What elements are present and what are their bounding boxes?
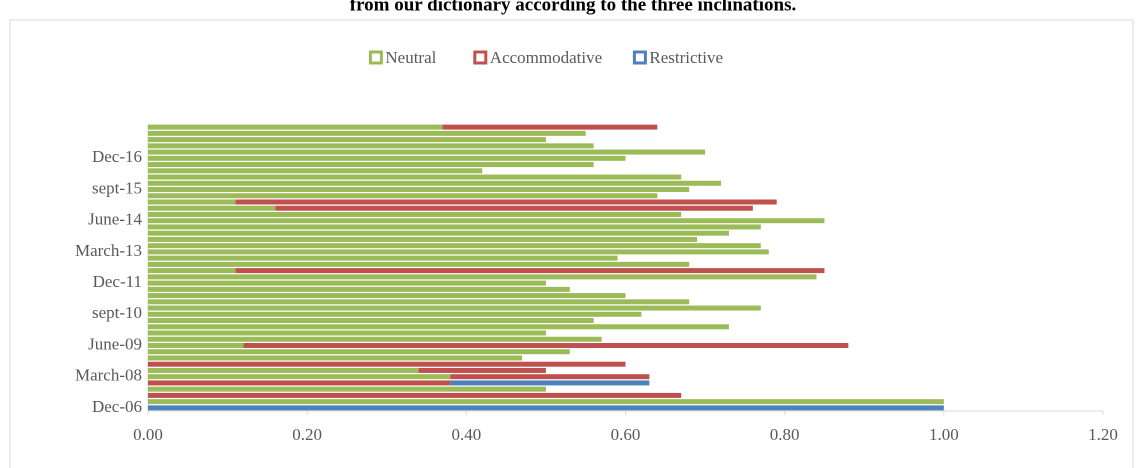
- bar-segment: [148, 392, 682, 398]
- bar-segment: [148, 405, 944, 411]
- x-tick-label: 0.20: [292, 425, 322, 444]
- bar-segment: [148, 367, 419, 373]
- bar-segment: [148, 143, 594, 149]
- y-tick-label: March-13: [75, 241, 142, 260]
- bar-segment: [418, 367, 546, 373]
- y-tick-label: June-09: [88, 334, 142, 353]
- bar-segment: [275, 205, 753, 211]
- bar-segment: [148, 361, 626, 367]
- legend-label: Neutral: [385, 48, 436, 67]
- bar-segment: [148, 274, 817, 280]
- bar-segment: [148, 386, 546, 392]
- bar-segment: [148, 399, 944, 405]
- bar-segment: [148, 193, 658, 199]
- bar-segment: [148, 187, 690, 193]
- bar-segment: [235, 199, 777, 205]
- bar-segment: [148, 380, 451, 386]
- x-tick-label: 1.20: [1088, 425, 1118, 444]
- legend-swatch: [473, 50, 488, 65]
- x-tick-label: 0.60: [611, 425, 641, 444]
- bar-segment: [148, 330, 546, 336]
- bar-segment: [243, 342, 849, 348]
- bar-segment: [148, 286, 570, 292]
- bar-segment: [148, 162, 594, 168]
- legend: Neutral Accommodative Restrictive: [368, 48, 723, 67]
- bar-segment: [148, 174, 682, 180]
- bar-segment: [148, 268, 236, 274]
- bar-segment: [148, 293, 626, 299]
- bar-segment: [148, 180, 721, 186]
- bar-segment: [148, 280, 546, 286]
- bar-segment: [442, 124, 658, 130]
- bar-segment: [148, 149, 706, 155]
- y-tick-label: sept-10: [92, 303, 142, 322]
- bar-segment: [148, 155, 626, 161]
- bar-segment: [148, 336, 602, 342]
- bar-segment: [148, 255, 618, 261]
- bar-segment: [148, 130, 586, 136]
- y-tick-label: Dec-06: [92, 397, 142, 416]
- x-tick-label: 0.00: [133, 425, 163, 444]
- bar-segment: [148, 124, 443, 130]
- bar-segment: [148, 224, 761, 230]
- bar-segment: [450, 380, 650, 386]
- bar-segment: [148, 318, 594, 324]
- legend-swatch: [632, 50, 647, 65]
- x-tick-label: 1.00: [929, 425, 959, 444]
- bar-segment: [450, 374, 650, 380]
- bar-segment: [148, 374, 451, 380]
- bar-segment: [148, 137, 546, 143]
- chart-title: from our dictionary according to the thr…: [350, 0, 796, 15]
- x-tick-label: 0.80: [770, 425, 800, 444]
- y-tick-label: Dec-11: [93, 272, 142, 291]
- bar-segment: [148, 355, 523, 361]
- legend-swatch: [368, 50, 383, 65]
- legend-label: Restrictive: [649, 48, 723, 67]
- x-tick-label: 0.40: [451, 425, 481, 444]
- bar-segment: [148, 218, 825, 224]
- bar-segment: [148, 243, 761, 249]
- bar-segment: [148, 342, 244, 348]
- bar-segment: [148, 236, 698, 242]
- y-tick-label: June-14: [88, 210, 142, 229]
- y-tick-label: sept-15: [92, 178, 142, 197]
- bar-segment: [148, 305, 761, 311]
- bar-segment: [148, 199, 236, 205]
- bar-segment: [148, 324, 729, 330]
- y-tick-label: March-08: [75, 366, 142, 385]
- bar-segment: [148, 168, 483, 174]
- y-tick-label: Dec-16: [92, 147, 142, 166]
- bar-segment: [148, 299, 690, 305]
- bar-segment: [148, 211, 682, 217]
- bar-segment: [148, 261, 690, 267]
- bar-segment: [148, 349, 570, 355]
- bar-segment: [235, 268, 825, 274]
- bar-segment: [148, 230, 729, 236]
- bar-segment: [148, 205, 276, 211]
- bar-segment: [148, 249, 769, 255]
- bar-segment: [148, 311, 642, 317]
- legend-label: Accommodative: [490, 48, 602, 67]
